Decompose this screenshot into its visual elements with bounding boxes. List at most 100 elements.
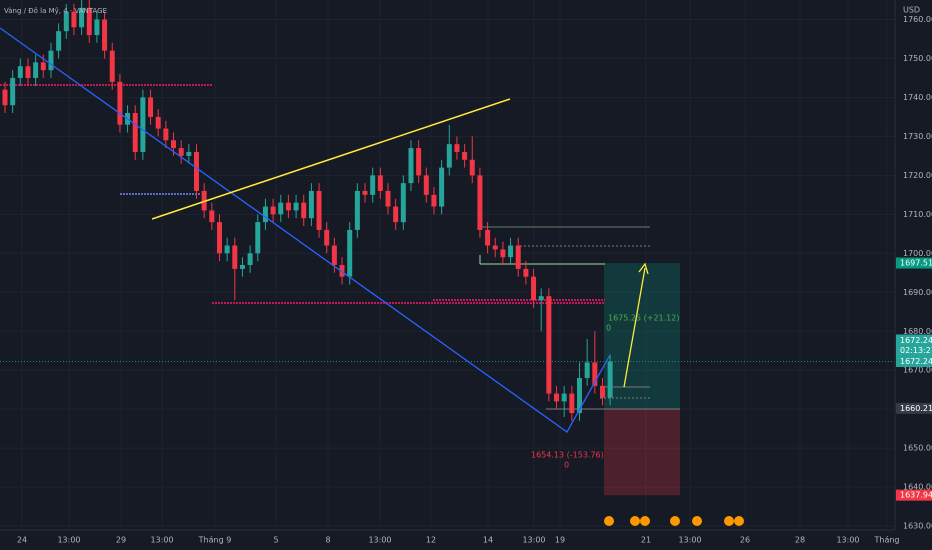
y-tick-label: 1650.00	[903, 444, 932, 453]
y-tick-label: 1720.00	[903, 171, 932, 180]
candles	[2, 0, 613, 421]
arrow	[623, 267, 646, 388]
candle-body	[109, 50, 115, 82]
x-tick-label: 13:00	[522, 536, 545, 545]
candle-body	[216, 222, 222, 254]
candle-body	[194, 151, 199, 191]
entry-label: 1660.21	[900, 404, 932, 413]
x-tick-label: 14	[483, 536, 493, 545]
stop-label: 1637.94	[900, 491, 932, 500]
candle-body	[224, 245, 230, 254]
candle-body	[393, 206, 399, 223]
candle-body	[301, 202, 307, 219]
y-tick-label: 1690.00	[903, 288, 932, 297]
candle-body	[316, 190, 322, 230]
candle-body	[79, 7, 85, 28]
last-price-box	[896, 334, 932, 357]
x-tick-label: 29	[116, 536, 126, 545]
candle-body	[561, 393, 567, 402]
x-tick-label: 5	[273, 536, 278, 545]
y-tick-label: 1750.00	[903, 54, 932, 63]
countdown: 02:13:27	[900, 346, 932, 355]
x-tick-label: 13:00	[368, 536, 391, 545]
annotation: 1675.25 (+21.12)	[608, 314, 679, 323]
candle-body	[599, 385, 605, 398]
candle-body	[178, 148, 184, 156]
candle-body	[454, 144, 460, 152]
candle-body	[201, 190, 207, 211]
candle-body	[607, 361, 613, 398]
candle-body	[86, 7, 92, 36]
candle-body	[308, 190, 314, 219]
y-tick-label: 1710.00	[903, 210, 932, 219]
candle-body	[117, 81, 123, 125]
candle-body	[94, 19, 100, 36]
x-tick-label: 13:00	[57, 536, 80, 545]
candle-body	[439, 167, 445, 207]
y-tick-label: 1760.00	[903, 15, 932, 24]
annotation: 0	[564, 461, 569, 470]
event-icon	[604, 516, 614, 526]
y-tick-label: 1730.00	[903, 132, 932, 141]
event-icon	[630, 516, 640, 526]
event-icon	[670, 516, 680, 526]
candle-body	[584, 362, 590, 379]
x-tick-label: 21	[641, 536, 651, 545]
candle-body	[48, 50, 54, 71]
target-label-box	[896, 257, 932, 269]
x-tick-label: Tháng 9	[198, 536, 232, 545]
symbol-title: Vàng / Đô la Mỹ, 4 · VANTAGE	[4, 7, 107, 15]
currency: USD	[903, 6, 920, 15]
candle-body	[546, 296, 552, 394]
candle-body	[385, 190, 391, 207]
last-price-label-box	[896, 355, 932, 367]
candle-body	[485, 229, 491, 246]
x-tick-label: 8	[325, 536, 330, 545]
candle-body	[370, 175, 376, 195]
y-tick-label: 1740.00	[903, 93, 932, 102]
axis: 1630.001640.001650.001660.001670.001680.…	[17, 15, 932, 545]
candle-body	[25, 66, 31, 78]
x-tick-label: 28	[795, 536, 805, 545]
y-tick-label: 1640.00	[903, 483, 932, 492]
x-tick-label: 13:00	[150, 536, 173, 545]
candle-body	[423, 175, 429, 195]
candle-body	[10, 77, 16, 106]
y-tick-label: 1630.00	[903, 522, 932, 531]
x-tick-label: Tháng	[873, 536, 899, 545]
candle-body	[362, 190, 368, 195]
candle-body	[331, 245, 337, 265]
candle-body	[339, 265, 345, 277]
x-tick-label: 13:00	[836, 536, 859, 545]
candle-body	[278, 202, 284, 215]
candle-body	[132, 113, 138, 152]
candle-body	[262, 206, 268, 223]
candle-body	[270, 206, 276, 215]
candle-body	[163, 128, 169, 141]
annotation: 1654.13 (-153.76)	[531, 451, 604, 460]
candle-body	[17, 66, 23, 78]
price-axis	[895, 0, 932, 550]
candle-body	[592, 362, 598, 386]
candle-body	[285, 202, 291, 211]
candle-body	[469, 159, 475, 176]
candle-body	[492, 245, 498, 250]
candle-body	[523, 268, 529, 277]
event-icon	[724, 516, 734, 526]
y-tick-label: 1680.00	[903, 327, 932, 336]
candle-body	[347, 229, 353, 277]
candle-body	[416, 148, 422, 176]
candle-body	[63, 11, 69, 32]
x-tick-label: 12	[426, 536, 436, 545]
candle-body	[239, 265, 245, 269]
candle-body	[569, 393, 575, 414]
candle-body	[171, 140, 177, 149]
candle-body	[431, 194, 437, 207]
annotation: 0	[606, 324, 611, 333]
candle-body	[500, 249, 506, 258]
position-tool	[604, 263, 680, 496]
x-tick-label: 19	[555, 536, 565, 545]
